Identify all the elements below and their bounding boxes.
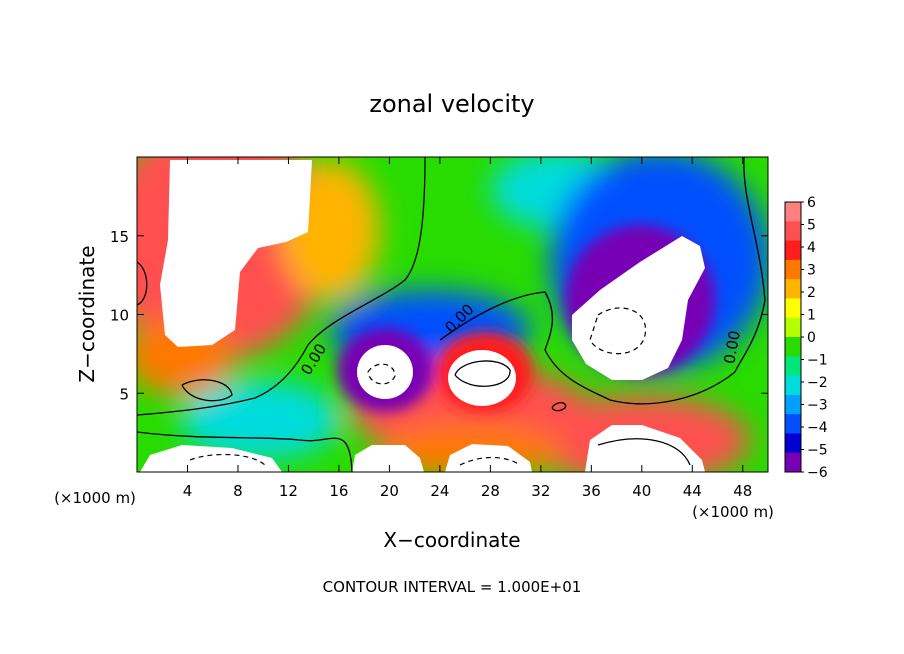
colorbar-swatch	[785, 452, 801, 473]
contour-bottom-band	[137, 431, 353, 472]
colorbar-swatch	[785, 259, 801, 280]
contour-left-edge	[137, 261, 148, 306]
colorbar-label: −2	[807, 375, 828, 391]
x-axis: 4 8 12 16 20 24 28 32 36 40 44 48	[183, 157, 752, 500]
colorbar-label: 5	[807, 218, 816, 234]
colorbar-swatch	[785, 279, 801, 299]
contour-lines-negative	[189, 307, 647, 466]
colorbar-label: 3	[807, 263, 816, 279]
chart-title: zonal velocity	[369, 90, 534, 118]
y-tick-label: 15	[110, 228, 129, 246]
x-tick-label: 24	[430, 482, 449, 500]
x-unit-right: (×1000 m)	[692, 503, 774, 521]
zero-contour-center	[439, 291, 553, 351]
x-tick-label: 32	[531, 482, 550, 500]
colorbar-swatch	[785, 202, 801, 222]
colorbar-swatch	[785, 298, 801, 319]
white-region-bottom-center-left	[352, 445, 424, 472]
x-tick-label: 4	[183, 482, 193, 500]
colorbar: 6 5 4 3 2 1 0 −1 −2 −3 −4 −5 −6	[784, 195, 828, 481]
contour-center-loop	[454, 360, 511, 387]
colorbar-label: −3	[807, 398, 828, 414]
colorbar-label: 0	[807, 330, 816, 346]
dashed-contour-right	[589, 307, 647, 355]
x-tick-label: 36	[582, 482, 601, 500]
x-tick-label: 12	[279, 482, 298, 500]
y-tick-label: 5	[119, 385, 129, 403]
heatmap-field: 0.00 0.00 0.00	[137, 157, 768, 472]
colorbar-label: −5	[807, 443, 828, 459]
x-tick-label: 20	[380, 482, 399, 500]
saturated-regions	[140, 160, 705, 472]
white-region-right	[572, 236, 705, 380]
colorbar-swatch	[785, 240, 801, 261]
x-tick-label: 16	[329, 482, 348, 500]
y-axis: 5 10 15	[110, 228, 768, 403]
colorbar-swatch	[785, 394, 801, 415]
zero-contour-right	[734, 157, 766, 373]
y-tick-label: 10	[110, 307, 129, 325]
x-axis-title: X−coordinate	[383, 528, 520, 552]
colorbar-label: −4	[807, 420, 828, 436]
colorbar-swatch	[785, 221, 801, 242]
contour-lines	[137, 157, 766, 472]
contour-interval-footer: CONTOUR INTERVAL = 1.000E+01	[323, 578, 582, 596]
colorbar-label: 4	[807, 240, 816, 256]
colorbar-label: 2	[807, 285, 816, 301]
white-region-bottom-left	[140, 445, 282, 472]
y-axis-title: Z−coordinate	[75, 245, 99, 382]
colorbar-swatch	[785, 317, 801, 338]
colorbar-swatch	[785, 356, 801, 377]
zero-contour-left	[137, 157, 426, 416]
white-region-center-right	[448, 350, 516, 406]
x-tick-label: 48	[733, 482, 752, 500]
colorbar-label: −1	[807, 353, 828, 369]
white-region-upper-left	[160, 160, 312, 347]
x-unit-left: (×1000 m)	[54, 489, 136, 507]
white-region-bottom-right	[585, 425, 705, 472]
colorbar-swatch	[785, 337, 801, 357]
contour-lower-loop	[181, 379, 233, 402]
colorbar-swatch	[785, 414, 801, 434]
contour-bottom-right	[597, 438, 691, 466]
dashed-contour-bottom-left	[189, 453, 266, 466]
x-tick-label: 44	[683, 482, 702, 500]
white-region-center-left	[357, 345, 413, 399]
contour-label-right: 0.00	[720, 329, 744, 365]
colorbar-swatch	[785, 375, 801, 396]
contour-right-bottom	[544, 349, 736, 405]
colorbar-label: 6	[807, 195, 816, 211]
colorbar-label: −6	[807, 465, 828, 481]
colorbar-swatch	[785, 433, 801, 454]
x-tick-label: 40	[632, 482, 651, 500]
contour-small-loop	[551, 402, 567, 412]
x-tick-label: 8	[233, 482, 243, 500]
x-tick-label: 28	[481, 482, 500, 500]
dashed-contour-center	[367, 363, 396, 385]
dashed-contour-bottom-center	[459, 456, 521, 466]
colorbar-label: 1	[807, 308, 816, 324]
